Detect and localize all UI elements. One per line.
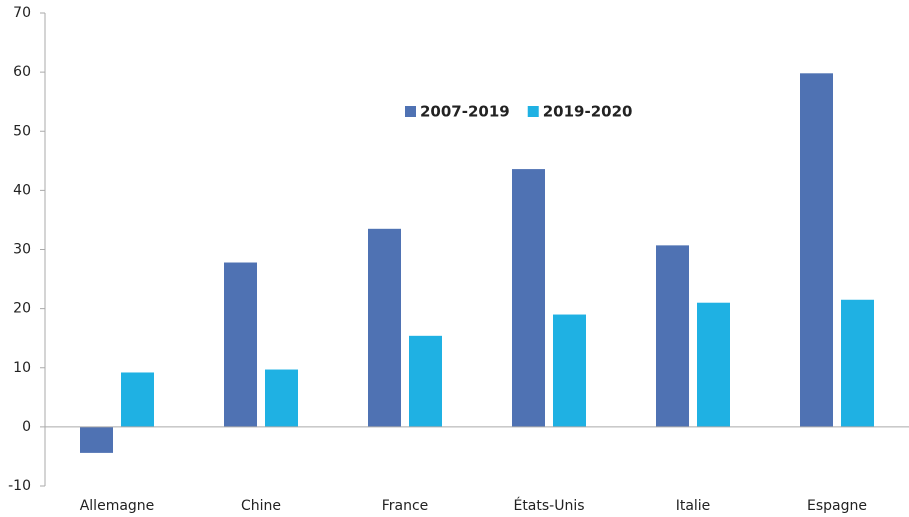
bar — [80, 426, 113, 453]
x-tick-label: France — [382, 498, 429, 514]
x-tick-label: Italie — [676, 498, 711, 514]
y-tick-label: 60 — [13, 64, 31, 80]
bar — [368, 228, 401, 427]
bar — [121, 372, 154, 427]
y-tick-label: 50 — [13, 123, 31, 139]
y-tick-label: 40 — [13, 182, 31, 198]
legend-text: 2019-2020 — [543, 103, 633, 121]
x-tick-label: Allemagne — [80, 498, 155, 514]
y-tick-label: 30 — [13, 242, 31, 258]
legend-swatch — [405, 106, 416, 117]
y-tick-label: -10 — [8, 478, 31, 494]
bar — [841, 299, 874, 427]
bar — [224, 262, 257, 427]
legend-swatch — [527, 106, 539, 117]
bar — [697, 302, 730, 427]
y-tick-label: 10 — [13, 360, 31, 376]
bar — [800, 73, 833, 427]
bar — [553, 314, 586, 427]
bar — [265, 369, 298, 427]
y-tick-label: 70 — [13, 5, 31, 21]
y-tick-label: 0 — [22, 419, 31, 435]
bar — [656, 245, 689, 427]
bar — [409, 335, 442, 427]
x-tick-label: Espagne — [807, 498, 867, 514]
bar — [512, 169, 545, 427]
legend-text: 2007-2019 — [420, 103, 510, 121]
y-tick-label: 20 — [13, 301, 31, 317]
x-tick-label: États-Unis — [513, 497, 584, 514]
x-tick-label: Chine — [241, 498, 281, 514]
